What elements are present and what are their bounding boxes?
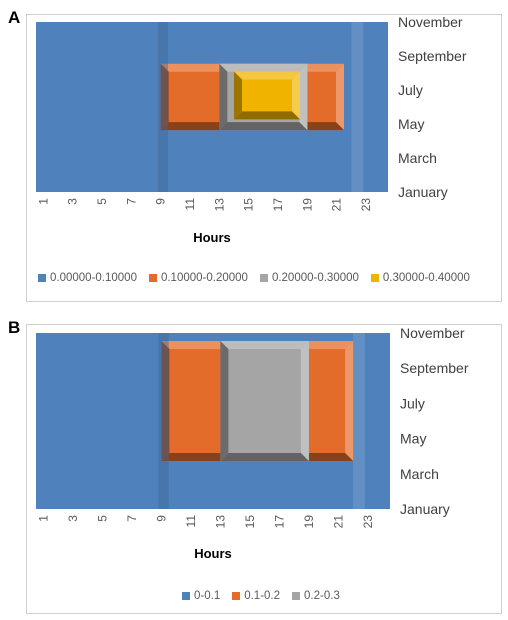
y-tick-label: January [400,501,450,517]
x-tick-label: 13 [213,515,227,529]
x-tick-label: 19 [300,198,314,212]
legend-swatch [370,274,379,282]
y-tick-label: September [400,360,469,376]
legend-a: 0.00000-0.10000 0.10000-0.20000 0.20000-0.… [38,272,470,284]
legend-label: 0.20000-0.30000 [271,272,359,284]
x-tick-label: 11 [184,515,198,528]
x-tick-label: 17 [272,515,286,529]
legend-b: 0-0.1 0.1-0.2 0.2-0.3 [182,590,340,602]
x-tick-label: 3 [66,198,80,205]
x-tick-label: 3 [66,515,80,522]
surface-band [158,333,169,509]
panel-label-a: A [8,8,21,27]
y-tick-label: March [398,150,437,166]
heatmap-chart-a: 1 3 5 7 9 11 13 15 17 19 21 23JanuaryMarchMayJulySe… [36,14,467,245]
region-bevel-left [161,341,170,461]
legend-swatch [232,592,241,600]
x-axis-title: Hours [193,230,231,245]
legend-swatch [148,274,157,282]
x-tick-label: 7 [124,198,138,205]
x-tick-label: 13 [212,198,226,212]
legend-label: 0.10000-0.20000 [160,272,248,284]
region-bevel-right [345,341,354,461]
x-tick-label: 23 [361,515,375,529]
x-tick-label: 1 [36,515,50,522]
legend-swatch [259,274,268,282]
panel-label-b: B [8,318,21,337]
x-tick-label: 9 [154,515,168,522]
region-bevel-bottom [219,122,308,131]
x-tick-label: 5 [95,198,109,205]
x-tick-label: 1 [36,198,50,205]
x-tick-label: 11 [183,198,197,211]
region-bevel-top [220,341,309,349]
legend-swatch [292,592,301,600]
heatmap-region-2 [220,341,309,461]
legend-item: 0.20000-0.30000 [259,272,359,284]
y-tick-label: March [400,466,439,482]
surface-band [353,333,365,509]
region-bevel-top [234,71,300,80]
y-tick-label: May [400,431,426,447]
legend-item: 0.00000-0.10000 [38,272,137,284]
x-tick-label: 19 [302,515,316,529]
region-bevel-bottom [220,453,309,461]
y-tick-label: September [398,48,467,64]
legend-label: 0.1-0.2 [244,590,281,602]
y-tick-label: May [398,116,424,132]
y-tick-label: November [400,325,465,341]
y-tick-label: July [400,395,425,411]
x-axis-title: Hours [194,546,232,561]
x-tick-label: 21 [331,515,345,529]
legend-item: 0.30000-0.40000 [370,272,470,284]
legend-label: 0.00000-0.10000 [50,272,137,284]
x-tick-label: 7 [125,515,139,522]
region-bevel-right [336,63,344,131]
x-tick-label: 5 [95,515,109,522]
legend-item: 0.2-0.3 [292,590,340,602]
surface-band [351,22,364,192]
legend-swatch [182,592,190,600]
x-tick-label: 23 [359,198,373,212]
x-tick-label: 15 [243,515,257,529]
y-tick-label: July [398,82,423,98]
legend-item: 0-0.1 [182,590,220,602]
x-tick-label: 17 [271,198,285,212]
legend-label: 0.2-0.3 [304,590,340,602]
region-bevel-right [299,63,308,131]
legend-label: 0.30000-0.40000 [382,272,470,284]
x-tick-label: 9 [154,198,168,205]
region-bevel-left [234,71,242,120]
x-tick-label: 15 [242,198,256,212]
surface-band [157,22,168,192]
legend-swatch [38,274,46,282]
region-bevel-right [292,71,300,120]
x-tick-label: 21 [330,198,344,212]
y-tick-label: January [398,184,448,200]
region-bevel-left [220,341,229,461]
legend-item: 0.10000-0.20000 [148,272,248,284]
region-bevel-right [300,341,309,461]
region-bevel-bottom [234,111,300,120]
region-bevel-left [160,63,169,131]
legend-item: 0.1-0.2 [232,590,280,602]
y-tick-label: November [398,14,463,30]
legend-label: 0-0.1 [194,590,221,602]
region-bevel-top [219,63,308,72]
region-bevel-left [219,63,228,131]
